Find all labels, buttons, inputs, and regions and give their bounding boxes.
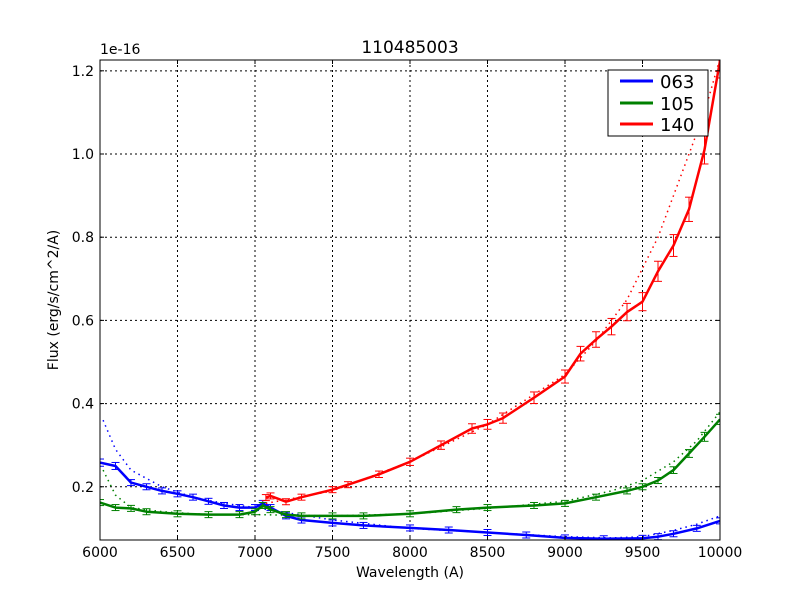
legend-entry-105: 105 bbox=[620, 94, 694, 115]
x-tick-label: 8000 bbox=[392, 545, 428, 561]
y-offset-label: 1e-16 bbox=[100, 42, 140, 58]
legend: 063 105 140 bbox=[607, 69, 709, 137]
y-tick-label: 0.6 bbox=[72, 313, 94, 329]
legend-entry-140: 140 bbox=[620, 115, 694, 136]
legend-label: 105 bbox=[660, 94, 694, 115]
y-tick-label: 0.2 bbox=[72, 480, 94, 496]
x-tick-label: 9000 bbox=[547, 545, 583, 561]
legend-entry-063: 063 bbox=[620, 72, 694, 93]
legend-label: 140 bbox=[660, 115, 694, 136]
x-tick-label: 6000 bbox=[82, 545, 118, 561]
legend-label: 063 bbox=[660, 72, 694, 93]
y-tick-label: 0.4 bbox=[72, 397, 94, 413]
y-axis-label: Flux (erg/s/cm^2/A) bbox=[46, 230, 62, 370]
plot-area bbox=[100, 60, 720, 540]
series-line-105 bbox=[100, 418, 720, 518]
x-tick-label: 6500 bbox=[160, 545, 196, 561]
x-axis-label: Wavelength (A) bbox=[356, 565, 464, 581]
y-tick-label: 1.0 bbox=[72, 147, 94, 163]
x-tick-label: 7000 bbox=[237, 545, 273, 561]
error-bars-105 bbox=[100, 413, 720, 520]
chart-title: 110485003 bbox=[361, 38, 458, 58]
y-axis-ticks: 0.2 0.4 0.6 0.8 1.0 1.2 bbox=[72, 64, 720, 496]
x-tick-label: 8500 bbox=[470, 545, 506, 561]
series-line-140 bbox=[265, 60, 720, 503]
x-tick-label: 7500 bbox=[315, 545, 351, 561]
y-tick-label: 1.2 bbox=[72, 64, 94, 80]
x-tick-label: 9500 bbox=[625, 545, 661, 561]
y-tick-label: 0.8 bbox=[72, 230, 94, 246]
x-axis-ticks: 6000 6500 7000 7500 8000 8500 9000 9500 10000 bbox=[82, 60, 742, 561]
series-line-063 bbox=[100, 461, 720, 540]
x-tick-label: 10000 bbox=[698, 545, 743, 561]
